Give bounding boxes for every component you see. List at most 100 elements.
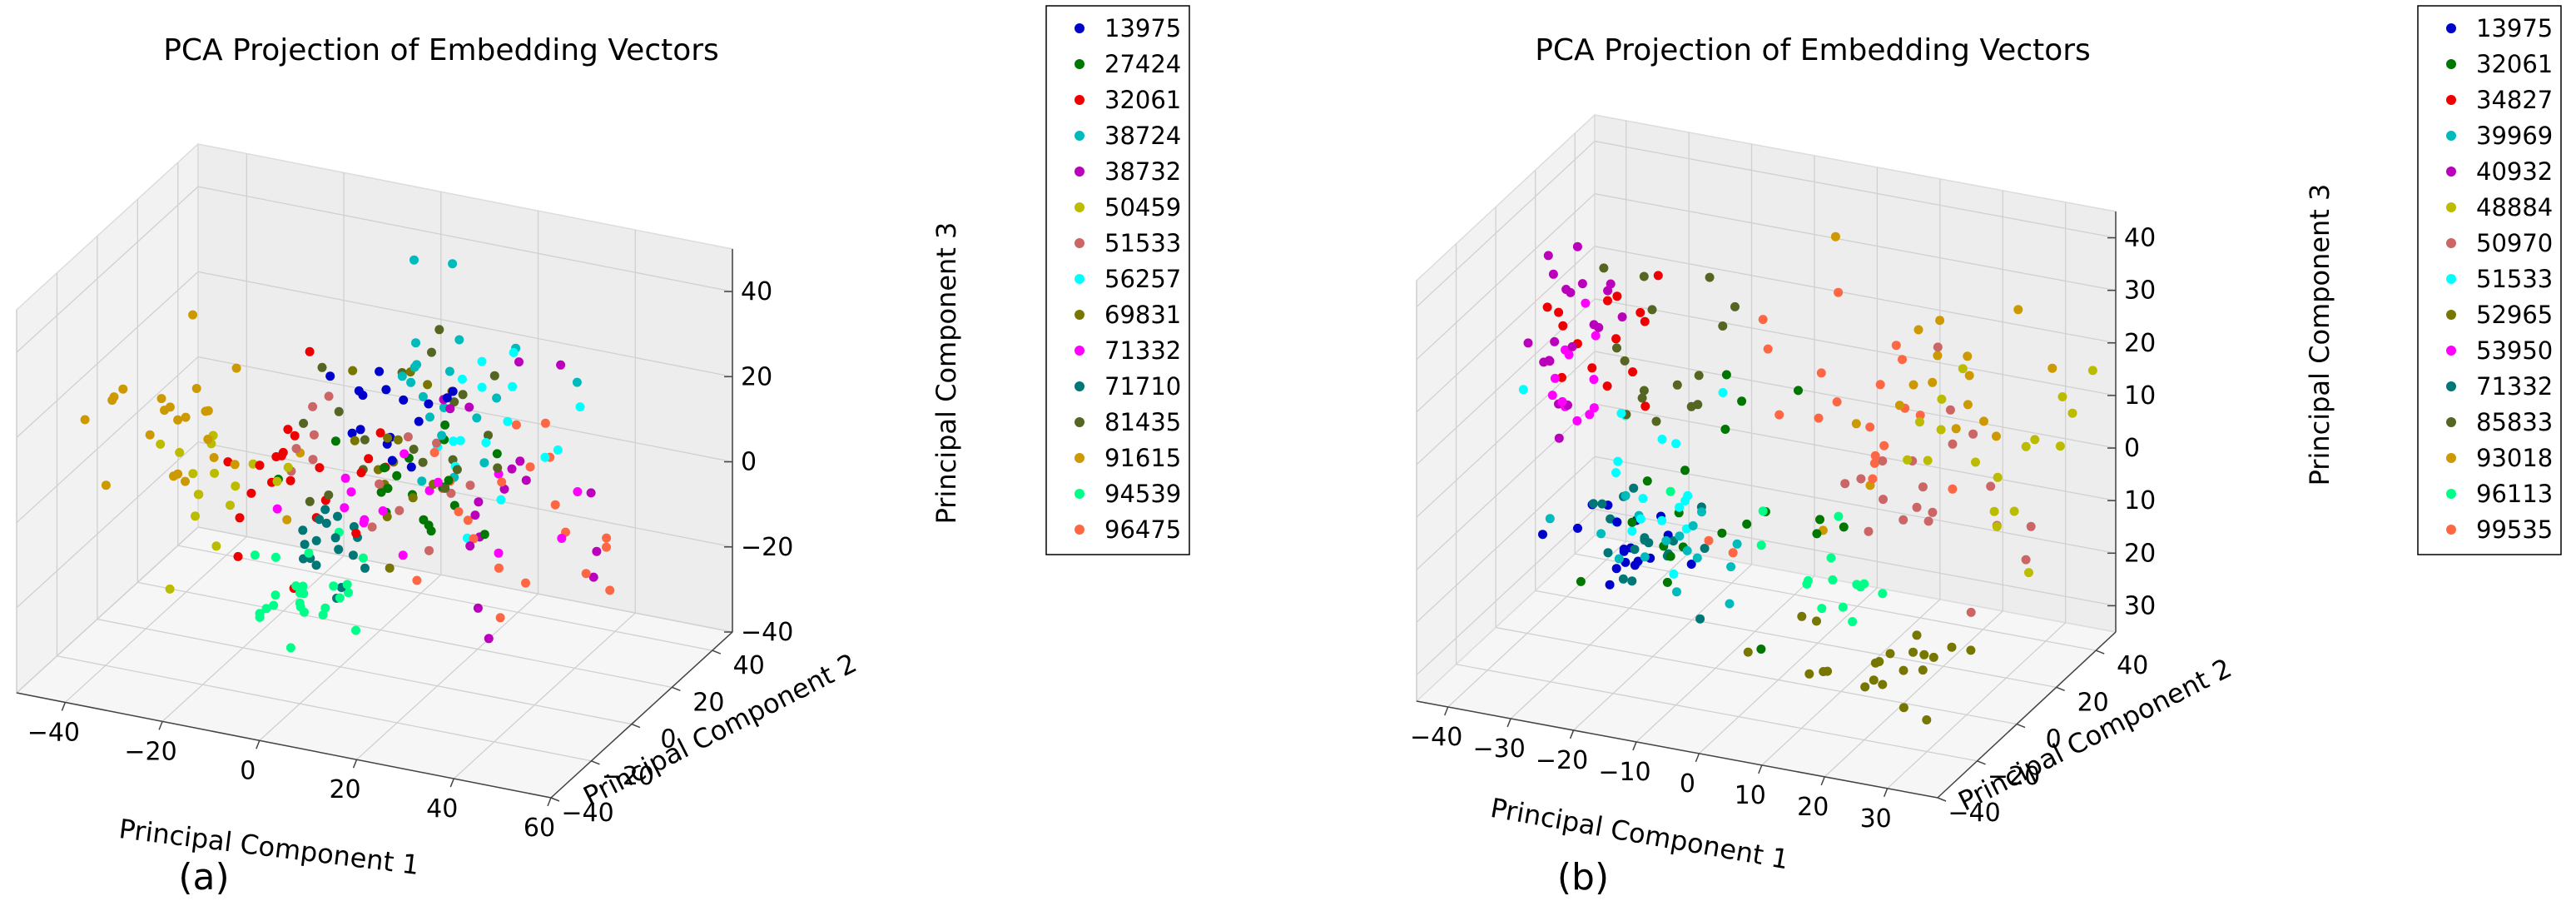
scatter-point	[1627, 526, 1637, 536]
scatter-point	[465, 480, 475, 490]
scatter-point	[1743, 647, 1753, 657]
scatter-point	[334, 545, 344, 555]
scatter-point	[358, 553, 368, 563]
z-tick-label: 40	[741, 277, 772, 306]
scatter-point	[1596, 529, 1606, 539]
gridline-y	[137, 581, 673, 688]
scatter-point	[495, 613, 505, 623]
panel-label: (b)	[1557, 856, 1609, 899]
scatter-point	[1898, 515, 1908, 525]
legend-marker	[2446, 131, 2456, 141]
scatter-point	[602, 542, 611, 552]
scatter-point	[448, 386, 458, 396]
scatter-point	[508, 381, 518, 391]
legend-marker	[1075, 95, 1085, 105]
scatter-point	[1832, 397, 1842, 407]
scatter-point	[1958, 364, 1968, 374]
scatter-point	[1834, 287, 1844, 297]
scatter-point	[1704, 535, 1714, 545]
x-axis-line	[16, 692, 552, 799]
scatter-point	[383, 433, 393, 443]
scatter-point	[433, 477, 443, 487]
scatter-point	[455, 436, 465, 446]
y-tick-label: 20	[2077, 688, 2109, 717]
scatter-point	[1726, 562, 1736, 572]
scatter-point	[426, 526, 436, 536]
scatter-point	[1550, 373, 1560, 383]
scatter-point	[1971, 457, 1980, 467]
scatter-point	[1979, 416, 1988, 426]
scatter-point	[231, 363, 241, 373]
scatter-point	[399, 395, 409, 405]
legend-label: 48884	[2476, 193, 2553, 222]
legend-marker	[2446, 202, 2456, 212]
scatter-point	[406, 462, 416, 472]
scatter-point	[1721, 370, 1731, 380]
scatter-point	[188, 310, 198, 320]
gridline-x	[1510, 552, 1690, 719]
scatter-point	[271, 552, 280, 562]
axis-panes	[1415, 113, 2117, 799]
gridline-y	[1495, 626, 2018, 725]
legend: 13975 32061 34827 39969 40932 48884 50970 51533…	[2417, 5, 2562, 555]
gridline-x	[1573, 564, 1752, 731]
scatter-point	[1597, 499, 1607, 509]
scatter-point	[1567, 341, 1577, 351]
scatter-point	[1951, 424, 1961, 434]
gridline-z	[1416, 508, 1596, 675]
plot-area: −40−200204060−40−2002040−40−2002040Princ…	[15, 5, 1190, 881]
gridline-z	[16, 356, 199, 524]
scatter-point	[298, 525, 308, 535]
scatter-point	[1630, 545, 1640, 555]
scatter-point	[588, 572, 598, 582]
scatter-point	[1686, 560, 1696, 569]
scatter-point	[272, 476, 282, 486]
scatter-point	[605, 585, 615, 595]
x-tick	[1883, 788, 1889, 798]
x-tick	[1632, 741, 1637, 751]
scatter-point	[346, 487, 356, 497]
scatter-point	[1838, 602, 1848, 612]
scatter-point	[1554, 433, 1564, 443]
legend-label: 39969	[2476, 122, 2553, 150]
scatter-point	[375, 366, 385, 376]
scatter-point	[1812, 529, 1822, 539]
scatter-point	[515, 456, 525, 466]
scatter-point	[1657, 435, 1667, 444]
gridline-x	[356, 593, 539, 760]
scatter-point	[1763, 344, 1773, 354]
scatter-point	[1577, 279, 1587, 289]
scatter-point	[1730, 301, 1740, 311]
scatter-point	[1865, 422, 1875, 432]
scatter-point	[350, 436, 360, 446]
gridline-z	[197, 526, 733, 633]
scatter-point	[1878, 680, 1888, 689]
legend-marker	[2446, 417, 2456, 427]
scatter-point	[385, 563, 395, 573]
scatter-point	[1599, 263, 1609, 273]
y-tick	[550, 797, 560, 802]
x-tick	[158, 721, 163, 730]
gridline-x	[453, 612, 636, 779]
scatter-point	[429, 448, 439, 457]
legend-label: 40932	[2476, 157, 2553, 186]
scatter-point	[165, 584, 175, 594]
y-tick	[2095, 650, 2105, 655]
scatter-point	[479, 458, 489, 468]
scatter-point	[255, 460, 265, 470]
scatter-point	[1891, 341, 1901, 351]
scatter-point	[1587, 363, 1597, 373]
scatter-point	[255, 612, 265, 622]
scatter-point	[1992, 431, 2001, 441]
scatter-point	[1794, 386, 1803, 396]
scatter-point	[2026, 521, 2036, 531]
scatter-point	[1928, 507, 1938, 517]
scatter-point	[1705, 272, 1715, 282]
scatter-point	[1621, 490, 1630, 500]
scatter-point	[1627, 576, 1637, 586]
scatter-point	[1602, 381, 1612, 391]
gridline-y	[177, 545, 712, 651]
scatter-point	[1638, 494, 1648, 504]
scatter-point	[470, 510, 480, 520]
scatter-point	[1826, 553, 1836, 563]
